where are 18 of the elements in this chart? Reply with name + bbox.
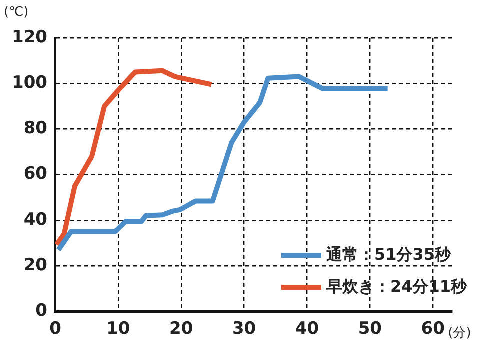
- legend-label: 早炊き：24分11秒: [325, 276, 468, 296]
- y-axis-title: (℃): [4, 4, 29, 20]
- x-tick-label: 0: [50, 319, 62, 340]
- x-tick-label: 20: [170, 319, 194, 340]
- x-tick-label: 30: [232, 319, 256, 340]
- x-tick-label: 50: [358, 319, 382, 340]
- y-tick-label: 80: [24, 118, 48, 139]
- y-tick-label: 100: [12, 73, 48, 94]
- y-tick-label: 40: [24, 210, 48, 230]
- x-tick-label: 10: [106, 319, 130, 340]
- y-tick-label: 0: [36, 301, 48, 322]
- x-axis-title: (分): [448, 326, 472, 341]
- y-tick-label: 20: [24, 255, 48, 276]
- x-tick-label: 60: [421, 319, 446, 340]
- x-tick-label: 40: [295, 319, 320, 340]
- y-tick-label: 120: [12, 27, 48, 48]
- legend-label: 通常：51分35秒: [325, 244, 452, 264]
- y-tick-label: 60: [24, 164, 48, 184]
